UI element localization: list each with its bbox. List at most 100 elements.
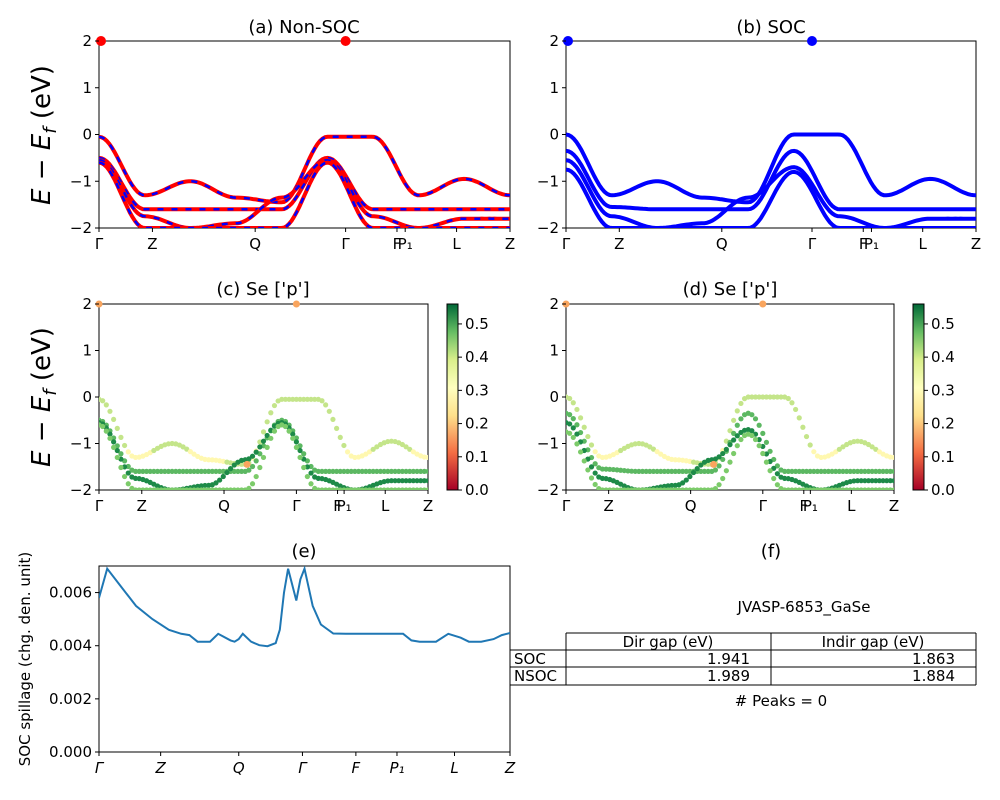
projection-point [286, 396, 292, 402]
x-tick-label: L [452, 235, 461, 253]
projection-point [293, 439, 299, 445]
projection-point [734, 433, 740, 439]
projection-point [308, 396, 314, 402]
y-tick-label: 2 [82, 295, 92, 313]
projection-point [111, 416, 117, 423]
projection-point [672, 457, 678, 463]
x-tick-label: F [333, 497, 342, 515]
projection-point [683, 468, 689, 474]
projection-point [103, 402, 109, 408]
projection-point [760, 450, 766, 457]
band-line [99, 160, 510, 228]
x-tick-label: L [450, 759, 458, 777]
projection-point [778, 394, 784, 400]
x-tick-label: F [799, 497, 808, 515]
projection-point [734, 408, 740, 414]
projection-point [734, 422, 740, 428]
x-tick-label: Z [505, 235, 515, 253]
x-tick-label: Q [233, 759, 245, 777]
x-tick-label: L [381, 497, 390, 515]
projection-point [209, 468, 215, 474]
projection-point [238, 468, 245, 474]
projection-point [767, 448, 773, 454]
projection-point [749, 428, 755, 434]
projection-point [727, 459, 733, 465]
projection-point [873, 446, 879, 452]
projection-point [720, 450, 726, 457]
panel-f-title: (f) [761, 541, 781, 562]
x-tick-label: P₁ [803, 497, 818, 515]
projection-point [731, 450, 737, 457]
projection-point [125, 470, 131, 476]
projection-point [884, 468, 890, 474]
projection-point [774, 394, 780, 400]
band-line [566, 167, 976, 228]
projection-point [680, 468, 686, 474]
table-cell: 1.941 [707, 650, 750, 668]
projection-point [723, 468, 729, 474]
projection-point [629, 468, 635, 474]
projection-point [873, 478, 879, 484]
projection-point [344, 449, 351, 455]
colorbar-tick-label: 0.5 [931, 315, 955, 333]
band-line [99, 156, 510, 211]
projection-point [290, 431, 296, 437]
panel-d-plot: 210−1−2Γ Z Q Γ FP₁ L Z [537, 295, 899, 515]
projection-point [720, 475, 726, 482]
table-cell: NSOC [514, 667, 557, 685]
projection-point [114, 425, 120, 431]
colorbar-tick-label: 0.1 [931, 448, 955, 466]
projection-point [191, 468, 197, 474]
panel-c-plot: 210−1−2Γ Z Q Γ FP₁ L Z [70, 295, 433, 515]
panel-c-colorbar: 0.0 0.1 0.2 0.3 0.4 0.5 [446, 303, 489, 499]
x-tick-label: Q [218, 497, 230, 515]
projection-point [187, 468, 193, 474]
projection-point [187, 449, 193, 455]
projection-point [220, 473, 226, 480]
x-tick-label: P₁ [398, 235, 413, 253]
projection-point [687, 473, 693, 480]
projection-point [727, 428, 733, 434]
projection-point [308, 470, 314, 476]
projection-point [260, 438, 267, 444]
projection-point [865, 468, 872, 474]
projection-point [869, 468, 875, 474]
projection-point [818, 468, 824, 474]
projection-point [581, 424, 587, 430]
projection-point [217, 468, 223, 474]
x-tick-label: Z [614, 235, 624, 253]
panel-c-points [99, 396, 428, 490]
projection-point [581, 458, 587, 464]
projection-point [636, 468, 642, 474]
projection-point [344, 468, 351, 474]
x-tick-label: Γ [95, 235, 104, 253]
projection-point [184, 446, 190, 452]
colorbar-tick-label: 0.3 [465, 381, 489, 399]
projection-point [745, 394, 751, 400]
projection-point [355, 468, 362, 474]
projection-point [132, 468, 139, 474]
projection-point [833, 468, 839, 474]
projection-point [224, 469, 230, 476]
projection-point [198, 468, 204, 474]
y-tick-label: −2 [70, 481, 92, 499]
projection-point [403, 478, 409, 484]
projection-point [763, 394, 770, 400]
projection-point [330, 468, 336, 474]
projection-point [654, 449, 660, 455]
panel-c: (c) Se ['p'] E − Ef (eV) 210−1−2Γ Z Q Γ FP₁ L… [27, 279, 489, 515]
projection-point [807, 468, 813, 474]
projection-point [592, 470, 598, 476]
projection-point [392, 478, 398, 484]
projection-point [654, 468, 660, 474]
x-tick-label: Γ [562, 497, 571, 515]
x-tick-label: P₁ [337, 497, 352, 515]
projection-point [297, 396, 303, 402]
projection-point [803, 433, 810, 440]
projection-point [282, 423, 289, 430]
x-tick-label: Z [137, 497, 147, 515]
projection-point [399, 468, 406, 474]
projection-point [374, 468, 380, 474]
projection-point [891, 478, 894, 484]
projection-point [396, 478, 402, 484]
